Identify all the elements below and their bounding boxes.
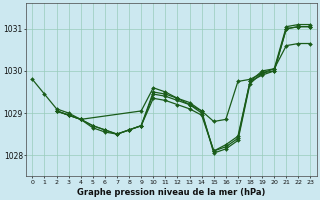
X-axis label: Graphe pression niveau de la mer (hPa): Graphe pression niveau de la mer (hPa) bbox=[77, 188, 266, 197]
